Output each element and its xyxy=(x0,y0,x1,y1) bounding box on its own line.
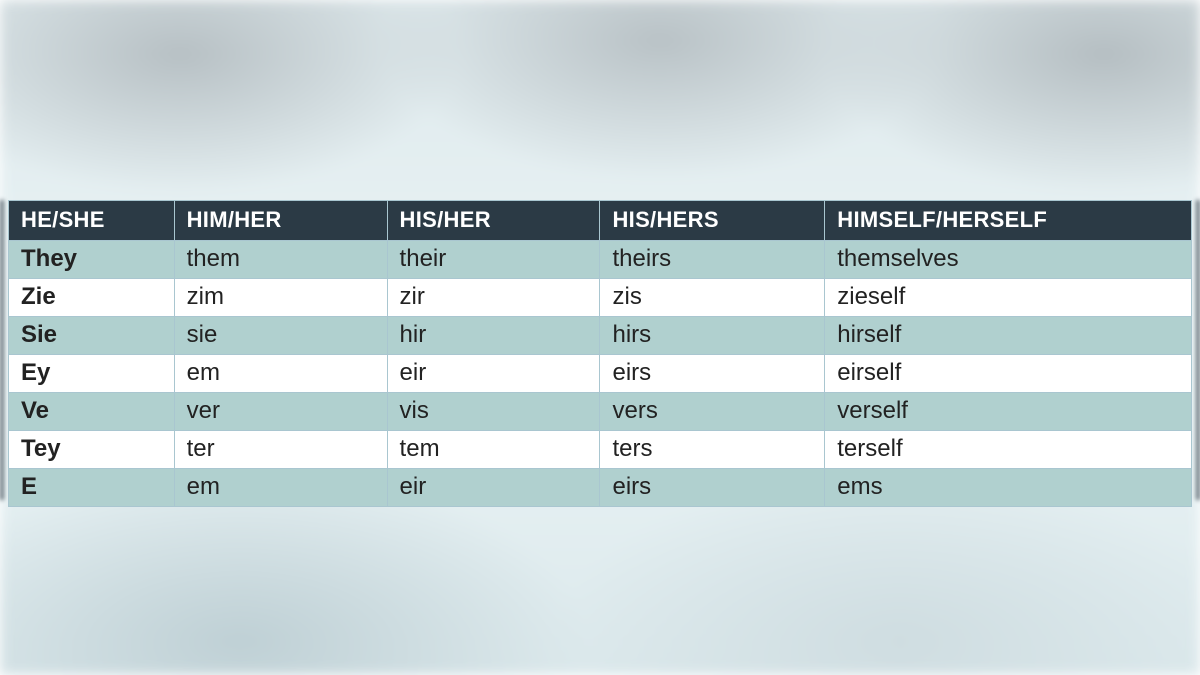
cell-possadj: their xyxy=(387,241,600,279)
cell-reflexive: eirself xyxy=(825,355,1192,393)
cell-reflexive: themselves xyxy=(825,241,1192,279)
cell-posspr: hirs xyxy=(600,317,825,355)
cell-posspr: zis xyxy=(600,279,825,317)
table-row: E em eir eirs ems xyxy=(9,469,1192,507)
cell-reflexive: ems xyxy=(825,469,1192,507)
cell-reflexive: verself xyxy=(825,393,1192,431)
cell-object: em xyxy=(174,355,387,393)
right-gutter xyxy=(1196,200,1200,500)
cell-object: ver xyxy=(174,393,387,431)
cell-posspr: theirs xyxy=(600,241,825,279)
cell-possadj: zir xyxy=(387,279,600,317)
cell-posspr: vers xyxy=(600,393,825,431)
col-posspr: HIS/HERS xyxy=(600,201,825,241)
col-possadj: HIS/HER xyxy=(387,201,600,241)
table-row: They them their theirs themselves xyxy=(9,241,1192,279)
cell-reflexive: hirself xyxy=(825,317,1192,355)
table-body: They them their theirs themselves Zie zi… xyxy=(9,241,1192,507)
pronoun-table-wrap: HE/SHE HIM/HER HIS/HER HIS/HERS HIMSELF/… xyxy=(8,200,1192,507)
cell-subject: Tey xyxy=(9,431,175,469)
cell-subject: Sie xyxy=(9,317,175,355)
table-row: Sie sie hir hirs hirself xyxy=(9,317,1192,355)
cell-reflexive: terself xyxy=(825,431,1192,469)
cell-object: em xyxy=(174,469,387,507)
col-reflexive: HIMSELF/HERSELF xyxy=(825,201,1192,241)
table-row: Zie zim zir zis zieself xyxy=(9,279,1192,317)
cell-subject: Zie xyxy=(9,279,175,317)
cell-subject: Ey xyxy=(9,355,175,393)
cell-posspr: ters xyxy=(600,431,825,469)
table-row: Tey ter tem ters terself xyxy=(9,431,1192,469)
cell-possadj: hir xyxy=(387,317,600,355)
cell-possadj: tem xyxy=(387,431,600,469)
table-row: Ey em eir eirs eirself xyxy=(9,355,1192,393)
cell-posspr: eirs xyxy=(600,355,825,393)
cell-object: sie xyxy=(174,317,387,355)
cell-object: zim xyxy=(174,279,387,317)
cell-posspr: eirs xyxy=(600,469,825,507)
pronoun-table: HE/SHE HIM/HER HIS/HER HIS/HERS HIMSELF/… xyxy=(8,200,1192,507)
cell-subject: E xyxy=(9,469,175,507)
cell-possadj: vis xyxy=(387,393,600,431)
col-object: HIM/HER xyxy=(174,201,387,241)
cell-object: them xyxy=(174,241,387,279)
cell-object: ter xyxy=(174,431,387,469)
col-subject: HE/SHE xyxy=(9,201,175,241)
cell-possadj: eir xyxy=(387,469,600,507)
cell-possadj: eir xyxy=(387,355,600,393)
cell-subject: They xyxy=(9,241,175,279)
cell-reflexive: zieself xyxy=(825,279,1192,317)
table-row: Ve ver vis vers verself xyxy=(9,393,1192,431)
left-gutter xyxy=(0,200,4,500)
table-header-row: HE/SHE HIM/HER HIS/HER HIS/HERS HIMSELF/… xyxy=(9,201,1192,241)
cell-subject: Ve xyxy=(9,393,175,431)
